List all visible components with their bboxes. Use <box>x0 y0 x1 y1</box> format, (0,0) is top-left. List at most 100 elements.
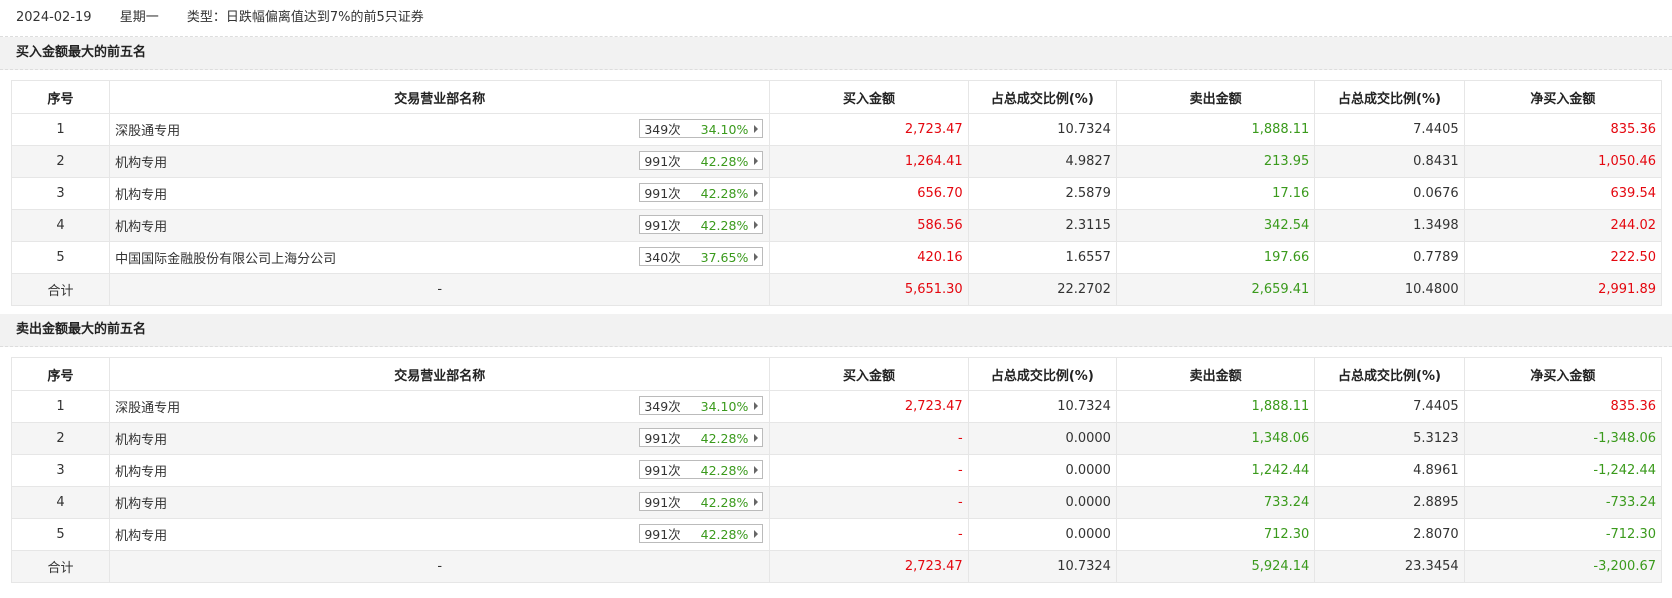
table-row: 2 机构专用 991次 42.28% -0.0000 1,348.06 5.3123 -1,3… <box>10 422 1663 455</box>
net-buy-amount: -1,348.06 <box>1463 422 1663 455</box>
sell-ratio: 1.3498 <box>1314 209 1465 242</box>
col-sell: 卖出金额 <box>1115 357 1316 391</box>
branch-stats-button[interactable]: 991次 42.28% <box>639 428 764 447</box>
branch-name: 机构专用 <box>115 465 168 480</box>
total-row: 合计 -5,651.30 22.2702 2,659.41 10.4800 2,991.8… <box>10 273 1663 306</box>
total-buy-amount: 5,651.30 <box>769 273 969 306</box>
buy-amount: - <box>769 454 969 487</box>
branch-name-cell: 机构专用 991次 42.28% <box>109 454 771 487</box>
branch-times: 991次 <box>644 186 681 201</box>
sell-ratio: 4.8961 <box>1314 454 1465 487</box>
sell-ratio: 2.8070 <box>1314 518 1465 551</box>
buy-ratio: 2.5879 <box>967 177 1117 210</box>
weekday: 星期一 <box>119 10 159 25</box>
total-label: 合计 <box>10 273 111 306</box>
row-seq: 5 <box>10 518 111 551</box>
row-seq: 4 <box>10 209 111 242</box>
branch-stats-button[interactable]: 349次 34.10% <box>639 396 764 415</box>
row-seq: 2 <box>10 422 111 455</box>
branch-times: 991次 <box>644 154 681 169</box>
table-header-row: 序号 交易营业部名称 买入金额 占总成交比例(%) 卖出金额 占总成交比例(%)… <box>10 80 1663 114</box>
row-seq: 3 <box>10 454 111 487</box>
net-buy-amount: 244.02 <box>1463 209 1663 242</box>
branch-stats-button[interactable]: 991次 42.28% <box>639 151 764 170</box>
col-sell: 卖出金额 <box>1115 80 1316 114</box>
buy-amount: 1,264.41 <box>769 145 969 178</box>
info-bar: 2024-02-19 星期一 类型：日跌幅偏离值达到7%的前5只证券 <box>0 0 1672 37</box>
row-seq: 4 <box>10 486 111 519</box>
col-net: 净买入金额 <box>1463 357 1663 391</box>
branch-name-cell: 机构专用 991次 42.28% <box>109 177 771 210</box>
branch-win-rate: 42.28% <box>700 186 749 201</box>
sell-amount: 1,242.44 <box>1115 454 1316 487</box>
type-label: 类型：日跌幅偏离值达到7%的前5只证券 <box>186 10 424 25</box>
branch-name: 深股通专用 <box>115 401 181 416</box>
caret-right-icon <box>754 157 759 165</box>
branch-stats-button[interactable]: 349次 34.10% <box>639 119 764 138</box>
buy-ratio: 1.6557 <box>967 241 1117 274</box>
branch-times: 991次 <box>644 463 681 478</box>
caret-right-icon <box>754 498 759 506</box>
buy-ratio: 10.7324 <box>967 390 1117 423</box>
buy-ratio: 10.7324 <box>967 113 1117 146</box>
branch-name-cell: 深股通专用 349次 34.10% <box>109 113 771 146</box>
branch-name: 机构专用 <box>115 220 168 235</box>
branch-stats-button[interactable]: 991次 42.28% <box>639 215 764 234</box>
col-name: 交易营业部名称 <box>109 357 771 391</box>
caret-right-icon <box>754 221 759 229</box>
branch-stats-button[interactable]: 991次 42.28% <box>639 524 764 543</box>
total-buy-amount: 2,723.47 <box>769 550 969 583</box>
sell-top5-table: 序号 交易营业部名称 买入金额 占总成交比例(%) 卖出金额 占总成交比例(%)… <box>10 357 1663 583</box>
buy-amount: 656.70 <box>769 177 969 210</box>
sell-ratio: 0.8431 <box>1314 145 1465 178</box>
branch-name-cell: 深股通专用 349次 34.10% <box>109 390 771 423</box>
row-seq: 1 <box>10 113 111 146</box>
table-row: 4 机构专用 991次 42.28% -0.0000 733.24 2.8895 -733.2… <box>10 486 1663 519</box>
branch-win-rate: 42.28% <box>700 431 749 446</box>
net-buy-amount: -712.30 <box>1463 518 1663 551</box>
branch-times: 991次 <box>644 495 681 510</box>
sell-amount: 712.30 <box>1115 518 1316 551</box>
sell-amount: 1,348.06 <box>1115 422 1316 455</box>
buy-amount: 420.16 <box>769 241 969 274</box>
col-buy-pct: 占总成交比例(%) <box>967 80 1117 114</box>
sell-ratio: 2.8895 <box>1314 486 1465 519</box>
caret-right-icon <box>754 402 759 410</box>
branch-stats-button[interactable]: 991次 42.28% <box>639 492 764 511</box>
sell-ratio: 0.0676 <box>1314 177 1465 210</box>
branch-stats-button[interactable]: 340次 37.65% <box>639 247 764 266</box>
net-buy-amount: 835.36 <box>1463 390 1663 423</box>
buy-ratio: 0.0000 <box>967 454 1117 487</box>
total-buy-ratio: 10.7324 <box>967 550 1117 583</box>
branch-stats-button[interactable]: 991次 42.28% <box>639 460 764 479</box>
branch-name-cell: 机构专用 991次 42.28% <box>109 422 771 455</box>
total-sell-ratio: 10.4800 <box>1314 273 1465 306</box>
total-net-buy: -3,200.67 <box>1463 550 1663 583</box>
branch-name: 机构专用 <box>115 156 168 171</box>
branch-name: 机构专用 <box>115 188 168 203</box>
total-label: 合计 <box>10 550 111 583</box>
caret-right-icon <box>754 434 759 442</box>
sell-amount: 1,888.11 <box>1115 390 1316 423</box>
net-buy-amount: -1,242.44 <box>1463 454 1663 487</box>
col-buy-pct: 占总成交比例(%) <box>967 357 1117 391</box>
sell-section-title: 卖出金额最大的前五名 <box>0 314 1672 347</box>
trade-date: 2024-02-19 <box>16 10 92 25</box>
caret-right-icon <box>754 189 759 197</box>
branch-stats-button[interactable]: 991次 42.28% <box>639 183 764 202</box>
col-sell-pct: 占总成交比例(%) <box>1314 80 1465 114</box>
caret-right-icon <box>754 466 759 474</box>
col-sell-pct: 占总成交比例(%) <box>1314 357 1465 391</box>
branch-name: 机构专用 <box>115 529 168 544</box>
branch-name-cell: 机构专用 991次 42.28% <box>109 145 771 178</box>
branch-name-cell: 机构专用 991次 42.28% <box>109 518 771 551</box>
branch-times: 340次 <box>644 250 681 265</box>
net-buy-amount: 222.50 <box>1463 241 1663 274</box>
branch-name-cell: 中国国际金融股份有限公司上海分公司 340次 37.65% <box>109 241 771 274</box>
table-header-row: 序号 交易营业部名称 买入金额 占总成交比例(%) 卖出金额 占总成交比例(%)… <box>10 357 1663 391</box>
buy-amount: 586.56 <box>769 209 969 242</box>
sell-ratio: 5.3123 <box>1314 422 1465 455</box>
branch-times: 991次 <box>644 431 681 446</box>
buy-ratio: 4.9827 <box>967 145 1117 178</box>
branch-win-rate: 42.28% <box>700 463 749 478</box>
